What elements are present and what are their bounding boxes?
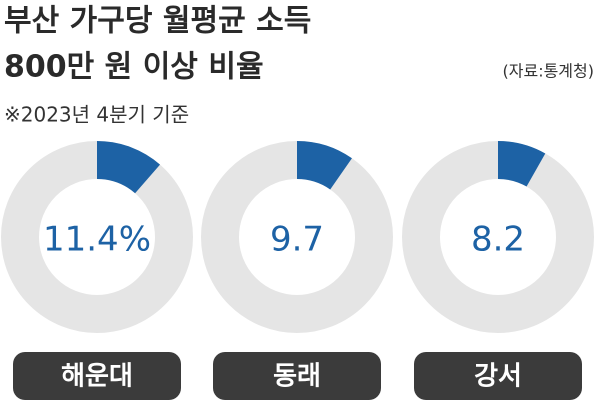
value-label: 9.7 [270, 220, 324, 260]
value-label: 11.4% [43, 220, 151, 260]
category-box [213, 352, 381, 400]
donut-segment [297, 141, 352, 190]
category-label: 동래 [273, 362, 321, 392]
category-box [414, 352, 582, 400]
source: (자료:통계청) [503, 62, 594, 81]
category-label: 강서 [474, 362, 522, 392]
chart-subtitle: ※2023년 4분기 기준 [4, 103, 189, 127]
category-box [13, 352, 181, 400]
chart-title: 800만 원 이상 비율 [4, 50, 264, 85]
donut-segment [97, 141, 161, 194]
donut-segment [498, 141, 546, 187]
value-label: 8.2 [471, 220, 525, 260]
chart-title: 부산 가구당 월평균 소득 [4, 4, 311, 39]
category-label: 해운대 [61, 362, 133, 392]
